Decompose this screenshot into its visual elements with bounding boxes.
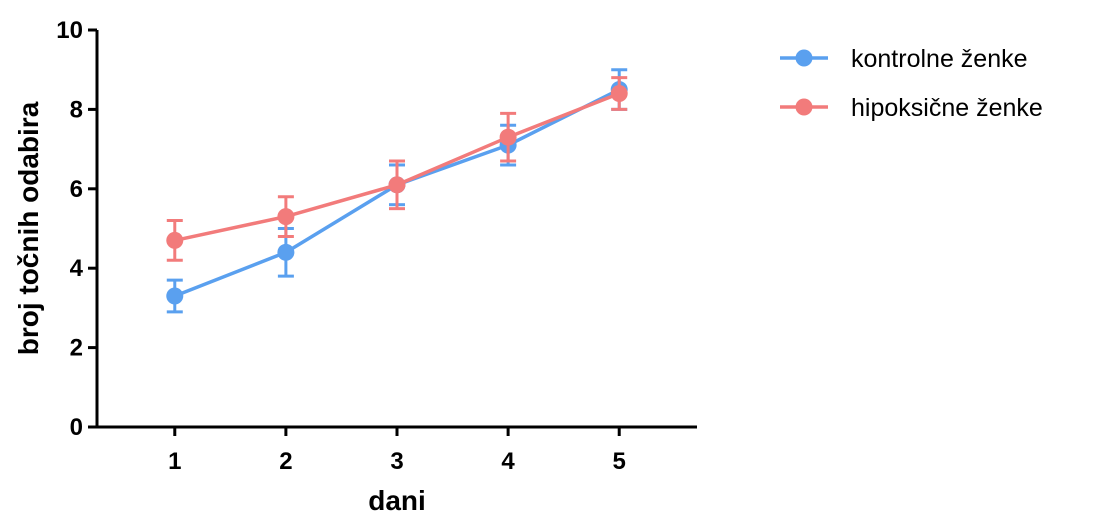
legend: kontrolne ženke hipoksične ženke [780, 45, 1043, 122]
data-point [277, 208, 295, 226]
legend-label: kontrolne ženke [851, 45, 1028, 73]
legend-item-1: kontrolne ženke [780, 45, 1028, 73]
y-tick-label: 10 [56, 17, 83, 44]
legend-item-2: hipoksične ženke [780, 94, 1043, 122]
x-ticks: 1 2 3 4 5 [168, 427, 626, 475]
x-tick-label: 2 [279, 448, 292, 475]
data-point [166, 287, 184, 305]
data-point [388, 176, 406, 194]
series-2 [166, 76, 628, 262]
x-tick-label: 4 [501, 448, 515, 475]
x-tick-label: 1 [168, 448, 181, 475]
y-tick-label: 6 [70, 176, 83, 203]
data-point [277, 243, 295, 261]
series-layer [166, 68, 628, 314]
y-tick-label: 2 [70, 335, 83, 362]
legend-label: hipoksične ženke [851, 94, 1043, 122]
legend-marker [795, 98, 813, 116]
data-point [499, 128, 517, 146]
y-tick-label: 4 [70, 255, 84, 282]
y-tick-label: 8 [70, 96, 83, 123]
y-ticks: 0 2 4 6 8 10 [56, 17, 97, 441]
data-point [610, 85, 628, 103]
y-axis-title: broj točnih odabira [13, 101, 44, 355]
x-axis-title: dani [368, 485, 426, 516]
x-tick-label: 3 [390, 448, 403, 475]
x-tick-label: 5 [613, 448, 626, 475]
y-tick-label: 0 [70, 414, 83, 441]
legend-marker [795, 49, 813, 67]
data-point [166, 231, 184, 249]
